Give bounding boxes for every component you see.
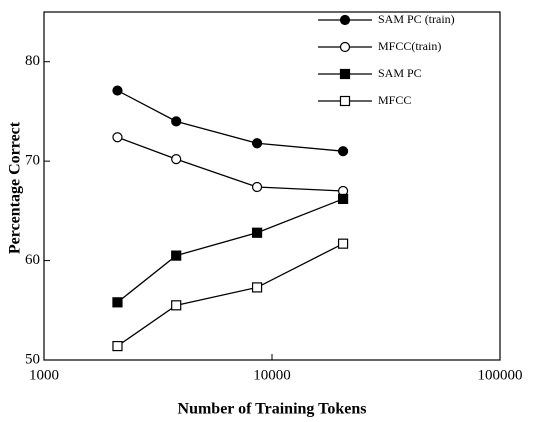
- marker: [339, 14, 351, 26]
- y-axis-label: Percentage Correct: [7, 121, 24, 254]
- series-line: [117, 243, 344, 347]
- marker: [339, 68, 351, 80]
- marker: [251, 138, 263, 149]
- marker: [337, 193, 349, 205]
- legend-label: MFCC(train): [378, 39, 441, 53]
- marker: [337, 238, 349, 249]
- x-axis-label: Number of Training Tokens: [178, 401, 367, 418]
- y-tick-label: 60: [25, 252, 40, 268]
- legend-label: SAM PC: [378, 66, 422, 80]
- marker: [251, 227, 263, 238]
- x-tick-label: 10000: [253, 367, 291, 383]
- marker: [112, 297, 123, 308]
- marker: [112, 132, 123, 143]
- marker: [339, 95, 351, 107]
- x-tick-label: 100000: [478, 367, 523, 383]
- marker: [171, 154, 182, 165]
- marker: [171, 300, 182, 311]
- marker: [171, 116, 182, 127]
- y-tick-label: 70: [25, 153, 40, 169]
- marker: [337, 146, 349, 157]
- marker: [171, 250, 182, 261]
- series-line: [117, 198, 344, 303]
- marker: [251, 181, 263, 193]
- y-tick-label: 80: [25, 53, 40, 69]
- legend-label: MFCC: [378, 93, 411, 107]
- marker: [251, 282, 263, 293]
- y-tick-label: 50: [25, 351, 40, 367]
- x-tick-label: 1000: [29, 367, 59, 383]
- legend-label: SAM PC (train): [378, 12, 455, 26]
- series-line: [117, 136, 344, 192]
- marker: [112, 340, 123, 352]
- marker: [339, 41, 351, 53]
- plot-frame: [43, 11, 501, 361]
- series-line: [117, 89, 344, 152]
- marker: [112, 85, 123, 96]
